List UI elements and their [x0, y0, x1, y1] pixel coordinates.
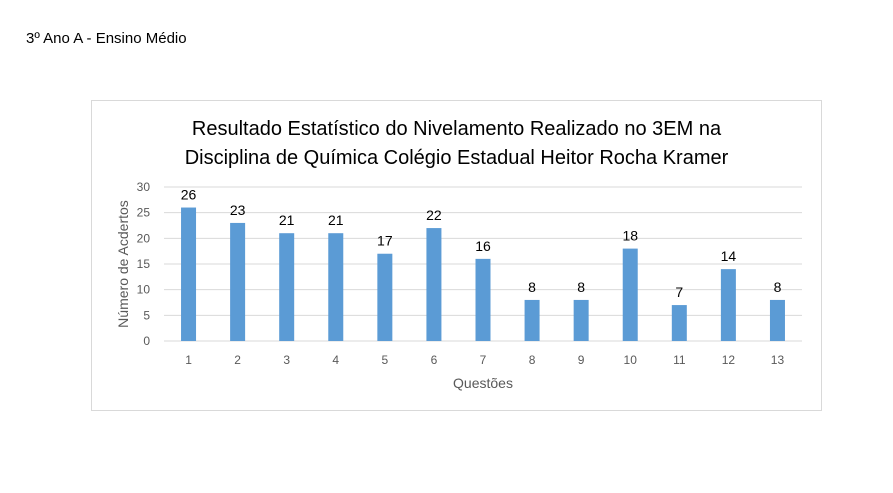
x-tick-label: 12	[722, 353, 736, 367]
bar	[671, 305, 687, 341]
x-tick-label: 11	[673, 353, 686, 367]
x-tick-label: 13	[771, 353, 785, 367]
x-tick-label: 1	[185, 353, 192, 367]
bar	[622, 248, 638, 341]
x-axis-ticks: 1 2 3 4 5 6 7 8 9 10 11 12 13	[185, 353, 784, 367]
bar	[475, 258, 491, 341]
data-label: 17	[377, 233, 393, 249]
y-tick-label: 30	[137, 180, 151, 194]
bar	[426, 228, 442, 341]
bar	[328, 233, 344, 341]
data-label: 16	[475, 238, 491, 254]
data-label: 14	[721, 248, 737, 264]
data-label: 8	[577, 279, 585, 295]
x-tick-label: 3	[283, 353, 290, 367]
data-label: 22	[426, 207, 442, 223]
y-tick-label: 25	[137, 206, 151, 220]
bar	[377, 253, 393, 341]
x-axis-title: Questões	[453, 375, 513, 391]
bar	[230, 222, 246, 341]
x-tick-label: 9	[578, 353, 585, 367]
data-label: 21	[328, 212, 344, 228]
x-tick-label: 5	[382, 353, 389, 367]
bar	[181, 207, 197, 341]
data-label: 23	[230, 202, 246, 218]
x-tick-label: 4	[332, 353, 339, 367]
data-label: 8	[774, 279, 782, 295]
bar	[720, 269, 736, 341]
data-labels: 26 23 21 21 17 22 16 8 8 18 7 14 8	[181, 187, 782, 301]
bar	[769, 299, 785, 341]
data-label: 26	[181, 187, 197, 203]
data-label: 18	[622, 228, 638, 244]
y-tick-label: 10	[137, 283, 151, 297]
x-tick-label: 2	[234, 353, 241, 367]
y-tick-label: 0	[143, 334, 150, 348]
page-heading: 3º Ano A - Ensino Médio	[26, 30, 187, 47]
x-tick-label: 8	[529, 353, 536, 367]
y-tick-label: 5	[143, 308, 150, 322]
x-tick-label: 7	[480, 353, 487, 367]
bars	[181, 207, 785, 341]
data-label: 8	[528, 279, 536, 295]
x-tick-label: 6	[431, 353, 438, 367]
y-axis-ticks: 0 5 10 15 20 25 30	[137, 180, 151, 348]
chart-title-line-1: Resultado Estatístico do Nivelamento Rea…	[191, 118, 722, 140]
y-axis-title: Número de Acdertos	[115, 200, 131, 328]
data-label: 7	[675, 284, 683, 300]
chart-title-line-2: Disciplina de Química Colégio Estadual H…	[184, 147, 729, 169]
y-tick-label: 15	[137, 257, 151, 271]
bar	[573, 299, 589, 341]
gridlines	[164, 186, 802, 342]
x-tick-label: 10	[624, 353, 638, 367]
chart-title: Resultado Estatístico do Nivelamento Rea…	[92, 115, 821, 173]
chart-frame: Resultado Estatístico do Nivelamento Rea…	[91, 100, 822, 411]
data-label: 21	[279, 212, 295, 228]
bar	[524, 299, 540, 341]
y-tick-label: 20	[137, 231, 151, 245]
bar	[279, 233, 295, 341]
